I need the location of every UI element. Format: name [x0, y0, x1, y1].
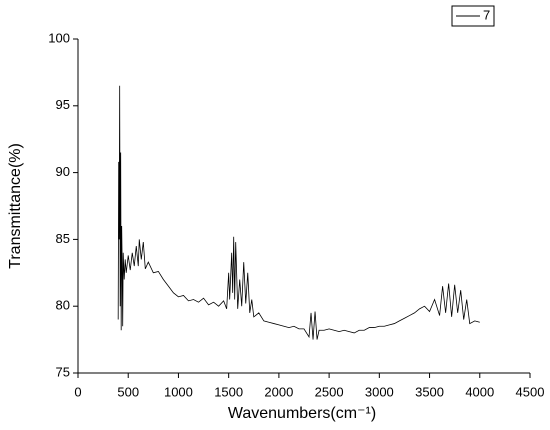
x-tick-label: 500 [117, 384, 139, 399]
x-tick-label: 2000 [264, 384, 293, 399]
y-axis-label: Transmittance(%) [7, 143, 24, 269]
x-tick-label: 4000 [465, 384, 494, 399]
x-tick-label: 0 [74, 384, 81, 399]
y-tick-label: 75 [56, 364, 70, 379]
y-tick-label: 95 [56, 97, 70, 112]
x-tick-label: 1000 [164, 384, 193, 399]
y-tick-label: 100 [48, 30, 70, 45]
legend-label: 7 [483, 7, 490, 22]
y-tick-label: 80 [56, 298, 70, 313]
x-tick-label: 3000 [365, 384, 394, 399]
x-tick-label: 1500 [214, 384, 243, 399]
x-axis-label: Wavenumbers(cm⁻¹) [228, 405, 376, 422]
x-tick-label: 2500 [315, 384, 344, 399]
x-tick-label: 4500 [516, 384, 545, 399]
y-tick-label: 90 [56, 164, 70, 179]
y-tick-label: 85 [56, 231, 70, 246]
x-tick-label: 3500 [415, 384, 444, 399]
spectrum-line [117, 85, 480, 340]
